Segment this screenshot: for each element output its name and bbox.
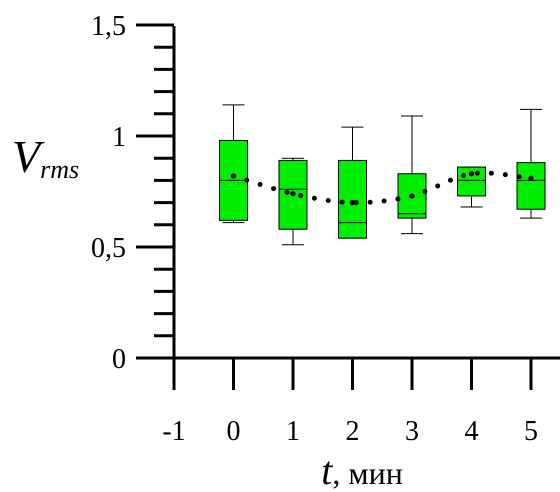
mean-point: [409, 193, 415, 199]
y-tick-label: 0: [112, 344, 126, 375]
y-axis-var: V: [12, 131, 45, 182]
x-tick-label: 2: [346, 416, 360, 447]
box-iqr: [338, 159, 367, 239]
y-tick-label: 0,5: [91, 233, 126, 264]
y-tick-label: 1: [112, 122, 126, 153]
box-iqr: [516, 162, 546, 210]
y-tick-label: 1,5: [91, 11, 126, 42]
mean-point: [468, 171, 475, 177]
y-axis-title: Vrms: [12, 131, 79, 184]
x-axis-unit: , мин: [332, 455, 403, 491]
x-tick-label: 1: [286, 416, 300, 447]
x-tick-label: 3: [405, 416, 419, 447]
x-tick-label: 5: [524, 416, 538, 447]
mean-point: [230, 173, 237, 179]
mean-point: [349, 200, 356, 206]
mean-point: [290, 191, 296, 197]
x-tick-label: -1: [162, 416, 185, 447]
x-axis-title: t, мин: [321, 448, 403, 492]
x-tick-label: 4: [465, 416, 479, 447]
mean-point: [528, 175, 534, 181]
y-axis-sub: rms: [40, 155, 79, 184]
x-axis-var: t: [321, 448, 333, 492]
mean-line: [231, 170, 534, 206]
x-tick-label: 0: [227, 416, 241, 447]
